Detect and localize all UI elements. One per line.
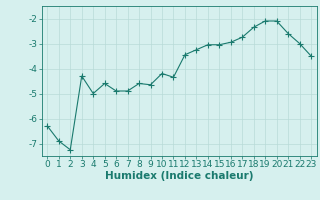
X-axis label: Humidex (Indice chaleur): Humidex (Indice chaleur) [105,171,253,181]
